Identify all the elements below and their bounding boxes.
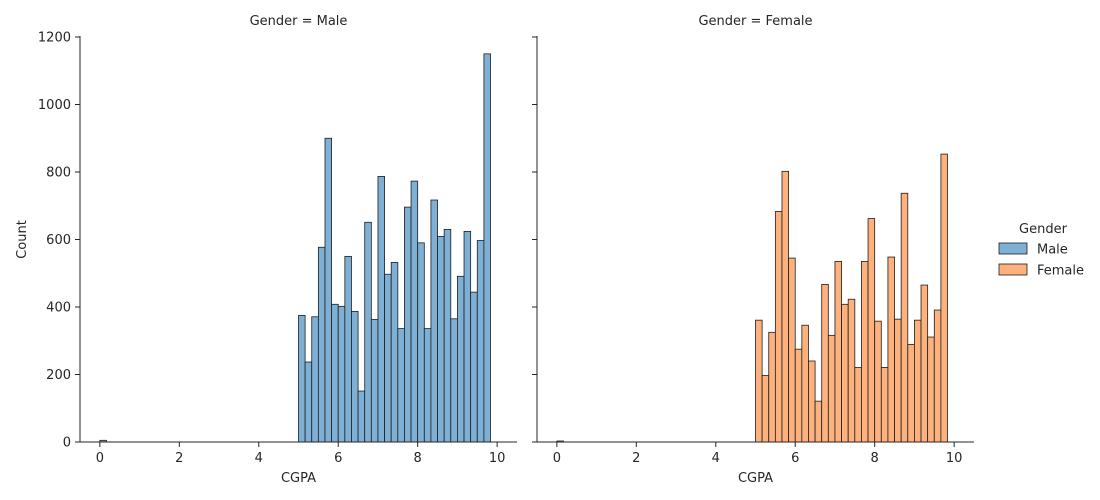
- x-tick-label: 4: [255, 451, 263, 466]
- histogram-bar: [370, 319, 379, 443]
- histogram-bar: [834, 261, 842, 443]
- x-tick-label: 0: [96, 451, 104, 466]
- histogram-bars: [99, 53, 491, 443]
- histogram-bar: [808, 360, 816, 443]
- histogram-bar: [914, 319, 922, 443]
- histogram-bar: [331, 303, 339, 443]
- panel-male: Gender = Male 0 2 4 6 8 10 0 200 400 600 800 1000 120…: [15, 14, 517, 486]
- histogram-bar: [298, 315, 306, 443]
- histogram-bar: [430, 199, 438, 443]
- histogram-bar: [337, 305, 346, 443]
- legend-title: Gender: [1019, 222, 1068, 237]
- histogram-bar: [304, 361, 313, 443]
- x-tick-label: 8: [871, 451, 879, 466]
- histogram-bar: [404, 206, 412, 443]
- histogram-bar: [384, 273, 392, 443]
- histogram-bar: [940, 153, 948, 443]
- histogram-bar: [483, 53, 491, 443]
- histogram-bar: [887, 256, 895, 443]
- histogram-bar: [344, 255, 352, 443]
- x-tick-label: 6: [791, 451, 799, 466]
- legend-label: Female: [1037, 264, 1084, 279]
- x-axis-label: CGPA: [281, 471, 316, 486]
- x-axis-label: CGPA: [738, 471, 773, 486]
- histogram-bar: [900, 192, 909, 443]
- histogram-bar: [861, 261, 869, 443]
- histogram-bar: [463, 230, 472, 443]
- histogram-bar: [768, 331, 776, 443]
- histogram-bar: [457, 275, 465, 443]
- histogram-bar: [410, 180, 419, 443]
- histogram-bar: [311, 316, 319, 443]
- y-tick-label: 200: [46, 368, 71, 383]
- x-tick-label: 8: [414, 451, 422, 466]
- y-tick-label: 1000: [38, 98, 71, 113]
- y-tick-label: 1200: [38, 31, 71, 46]
- histogram-bar: [794, 348, 803, 443]
- histogram-bar: [933, 309, 942, 443]
- x-tick-label: 10: [489, 451, 506, 466]
- x-tick-label: 0: [553, 451, 561, 466]
- histogram-bars: [556, 153, 948, 443]
- y-tick-label: 0: [63, 436, 71, 451]
- x-tick-label: 6: [334, 451, 342, 466]
- histogram-bar: [774, 211, 783, 443]
- histogram-bar: [847, 298, 856, 443]
- histogram-bar: [821, 283, 829, 443]
- histogram-bar: [801, 324, 809, 443]
- y-axis-label: Count: [15, 220, 30, 259]
- panel-female: Gender = Female 0 2 4 6 8 10 CGPA: [532, 14, 974, 486]
- histogram-bar: [854, 367, 862, 443]
- histogram-bar: [841, 303, 849, 443]
- histogram-bar: [443, 228, 452, 443]
- histogram-bar: [894, 318, 902, 443]
- histogram-bar: [476, 240, 485, 443]
- histogram-bar: [364, 221, 372, 443]
- histogram-bar: [470, 291, 478, 443]
- x-tick-label: 2: [175, 451, 183, 466]
- histogram-bar: [920, 284, 929, 443]
- histogram-bar: [814, 400, 823, 443]
- histogram-bar: [761, 375, 770, 443]
- legend: Gender Male Female: [998, 222, 1084, 279]
- histogram-bar: [880, 367, 889, 443]
- legend-label: Male: [1037, 243, 1068, 258]
- histogram-bar: [788, 257, 796, 443]
- panel-title: Gender = Female: [698, 14, 812, 29]
- panel-title: Gender = Male: [250, 14, 348, 29]
- y-tick-label: 600: [46, 233, 71, 248]
- y-tick-label: 800: [46, 166, 71, 181]
- histogram-bar: [317, 246, 326, 443]
- x-tick-label: 4: [712, 451, 720, 466]
- histogram-bar: [397, 328, 405, 443]
- histogram-bar: [377, 175, 385, 443]
- histogram-bar: [390, 262, 399, 443]
- histogram-bar: [781, 170, 790, 443]
- x-tick-label: 10: [946, 451, 963, 466]
- legend-swatch: [998, 242, 1028, 255]
- histogram-bar: [351, 310, 359, 443]
- legend-swatch: [998, 263, 1028, 276]
- histogram-bar: [907, 344, 915, 443]
- histogram-bar: [357, 390, 366, 443]
- histogram-bar: [324, 137, 333, 443]
- histogram-bar: [827, 334, 836, 443]
- histogram-bar: [755, 319, 763, 443]
- histogram-bar: [417, 242, 425, 443]
- y-tick-label: 400: [46, 301, 71, 316]
- histogram-bar: [423, 328, 432, 443]
- histogram-bar: [450, 318, 458, 443]
- histogram-bar: [437, 236, 445, 443]
- histogram-bar: [927, 336, 935, 443]
- histogram-bar: [874, 320, 882, 443]
- x-tick-label: 2: [632, 451, 640, 466]
- histogram-bar: [867, 218, 876, 443]
